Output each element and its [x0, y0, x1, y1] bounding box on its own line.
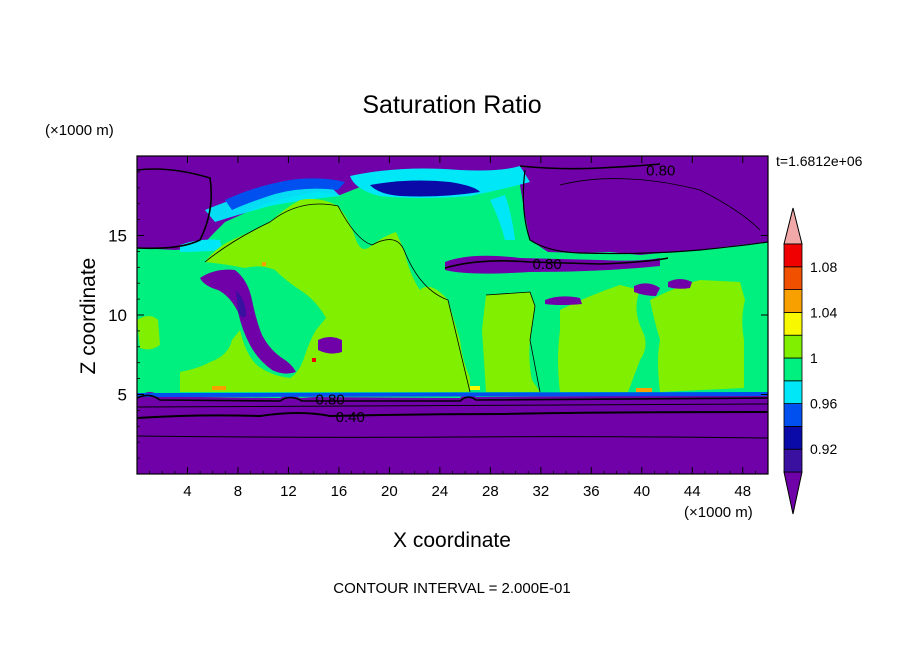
speck-orange-3 — [262, 262, 266, 266]
x-tick-label: 8 — [234, 483, 242, 500]
region-dark-intrusion-left — [200, 269, 296, 374]
colorbar-under-triangle — [783, 471, 803, 515]
colorbar-segment — [783, 448, 803, 473]
speck-orange-1 — [212, 386, 226, 390]
y-axis: 5 10 15 — [108, 171, 768, 459]
plot-area: 0.800.800.800.40 — [137, 156, 768, 474]
region-plume-right-2 — [558, 285, 646, 392]
x-tick-label: 16 — [331, 483, 348, 500]
colorbar-tick-label: 1.08 — [810, 259, 837, 275]
region-transition-cyan-1 — [205, 184, 340, 222]
contour-label: 0.40 — [336, 409, 365, 426]
region-transition-cyan-3 — [490, 195, 515, 240]
contour-line-plume-right — [485, 291, 541, 393]
contour-label: 0.80 — [646, 162, 675, 179]
x-tick-label: 12 — [280, 483, 297, 500]
contour-lines — [137, 163, 768, 439]
x-unit-label: (×1000 m) — [684, 504, 753, 521]
x-tick-label: 44 — [684, 483, 701, 500]
region-plume-right-1 — [482, 292, 540, 392]
colorbar-segment — [783, 357, 803, 382]
region-plume-right-3 — [650, 280, 745, 392]
x-tick-label: 32 — [532, 483, 549, 500]
contour-label: 0.80 — [315, 391, 344, 408]
contour-line-surface-low — [137, 435, 768, 439]
contour-line-dry-tongue — [444, 257, 669, 269]
y-tick-label: 5 — [118, 386, 127, 405]
colorbar-segment — [783, 289, 803, 313]
contour-line-surface-080 — [137, 394, 768, 402]
colorbar-segment — [783, 403, 803, 427]
region-dark-patch-center — [318, 337, 342, 354]
colorbar-tick-label: 0.96 — [810, 396, 837, 412]
x-tick-label: 48 — [734, 483, 751, 500]
colorbar: 0.92 0.96 1 1.04 1.08 — [783, 207, 837, 515]
colorbar-segment — [783, 311, 803, 336]
contour-label: 0.80 — [533, 256, 562, 273]
region-dark-intrusion-edge — [236, 290, 246, 318]
contour-interval-label: CONTOUR INTERVAL = 2.000E-01 — [333, 580, 570, 597]
colorbar-segment — [783, 266, 803, 290]
contour-labels: 0.800.800.800.40 — [315, 162, 675, 426]
region-transition-cyan-4 — [180, 239, 222, 252]
contour-line-upper-left — [137, 168, 213, 250]
colorbar-segment — [783, 243, 803, 268]
y-axis-label: Z coordinate — [77, 258, 100, 375]
z-unit-label: (×1000 m) — [45, 122, 114, 139]
region-transition-blue-2 — [370, 180, 480, 197]
x-tick-label: 28 — [482, 483, 499, 500]
region-dark-patch-right-2 — [668, 279, 692, 289]
region-central-plume — [180, 198, 470, 392]
colorbar-tick-label: 0.92 — [810, 441, 837, 457]
region-upper-dry-right — [505, 156, 768, 255]
colorbar-tick-label: 1.04 — [810, 304, 837, 320]
contour-line-upper-dry-right — [522, 169, 768, 255]
chart-title: Saturation Ratio — [362, 91, 541, 119]
region-transition-blue-1 — [225, 178, 345, 210]
region-dark-patch-right-1 — [634, 283, 660, 296]
contour-line-upper-right-inner — [559, 178, 761, 231]
contour-line-plume-edge — [204, 203, 471, 393]
colorbar-tick-label: 1 — [810, 350, 818, 366]
region-plume-left — [137, 316, 160, 350]
colorbar-segment — [783, 425, 803, 450]
colorbar-segment — [783, 380, 803, 404]
region-surface-transition-blue — [137, 392, 768, 397]
x-tick-label: 4 — [183, 483, 191, 500]
x-axis: 4 8 12 16 20 24 28 32 36 40 44 48 — [149, 156, 756, 500]
speck-orange-2 — [636, 388, 652, 392]
contour-line-surface-040 — [137, 411, 768, 419]
colorbar-segment — [783, 334, 803, 359]
x-tick-label: 36 — [583, 483, 600, 500]
time-label: t=1.6812e+06 — [776, 153, 863, 169]
speck-yellow-1 — [470, 386, 480, 390]
contour-line-upper-right — [519, 163, 661, 170]
colorbar-over-triangle — [783, 207, 803, 245]
region-dark-patch-mid — [545, 296, 582, 305]
x-tick-label: 24 — [432, 483, 449, 500]
y-tick-label: 10 — [108, 306, 127, 325]
x-tick-label: 20 — [381, 483, 398, 500]
y-tick-label: 15 — [108, 227, 127, 246]
x-axis-label: X coordinate — [393, 529, 511, 552]
speck-red-1 — [312, 358, 316, 362]
x-tick-label: 40 — [633, 483, 650, 500]
contour-line-surface-lowest — [137, 403, 768, 408]
